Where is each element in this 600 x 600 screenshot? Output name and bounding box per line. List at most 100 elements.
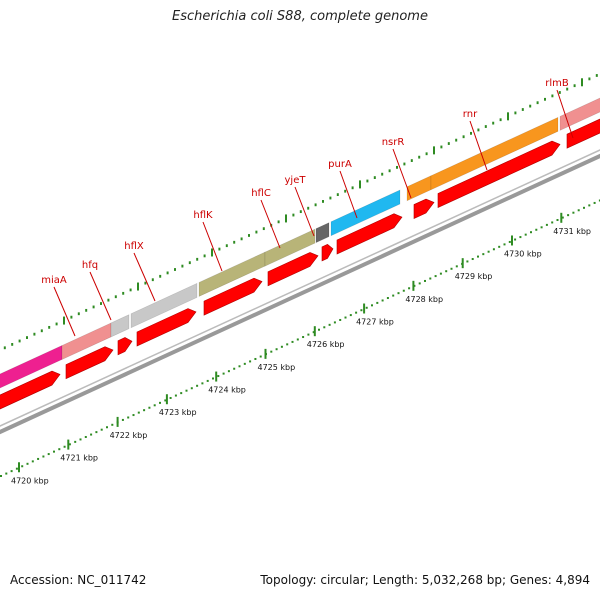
scale-dot	[201, 382, 204, 385]
cds-track	[0, 118, 600, 410]
feature-tick-track	[3, 74, 598, 350]
scale-dot	[434, 275, 437, 278]
feature-segment	[110, 314, 130, 338]
gene-label-leader	[260, 199, 281, 249]
scale-dot	[530, 231, 532, 234]
scale-label: 4722 kbp	[110, 431, 148, 440]
scale-dot	[185, 389, 188, 392]
cds-arrow	[336, 213, 403, 255]
gene-label: hflK	[193, 210, 213, 221]
scale-dot	[349, 314, 352, 317]
scale-dot	[180, 392, 183, 395]
scale-dot	[355, 311, 358, 314]
feature-segment	[264, 228, 316, 267]
feature-segment	[330, 189, 401, 237]
gene-label-leader	[133, 252, 156, 302]
scale-dot	[206, 379, 209, 382]
scale-dot	[339, 318, 342, 321]
scale-dot	[514, 238, 517, 241]
scale-dot	[26, 462, 29, 465]
scale-dot	[487, 250, 490, 253]
scale-dot	[106, 426, 108, 429]
cds-arrow	[267, 252, 319, 287]
scale-dot	[243, 362, 246, 365]
cds-arrow	[136, 308, 197, 347]
genome-summary-text: Topology: circular; Length: 5,032,268 bp…	[260, 573, 590, 587]
scale-dot	[233, 367, 236, 370]
scale-dot	[37, 457, 40, 460]
scale-label: 4726 kbp	[307, 340, 345, 349]
gene-label: hflX	[124, 241, 144, 252]
scale-dot	[68, 443, 71, 446]
scale-dot	[376, 301, 379, 304]
gene-label-leader	[202, 221, 223, 272]
scale-dot	[381, 299, 384, 302]
scale-dot	[360, 309, 363, 312]
scale-dot	[275, 348, 278, 351]
scale-dot	[328, 323, 331, 326]
scale-dot	[323, 326, 326, 329]
scale-dot	[556, 219, 559, 222]
scale-dot	[5, 472, 8, 475]
scale-dot	[249, 360, 252, 363]
cds-arrow	[413, 198, 435, 220]
scale-dot	[63, 445, 66, 448]
scale-dot	[402, 289, 405, 292]
scale-dot	[42, 455, 45, 458]
scale-dot	[333, 321, 336, 324]
scale-dots	[0, 199, 600, 477]
scale-dot	[535, 228, 538, 231]
scale-label: 4725 kbp	[258, 363, 296, 372]
scale-dot	[280, 345, 283, 348]
scale-dot	[386, 297, 389, 300]
scale-dot	[567, 214, 570, 217]
backbone-line	[0, 149, 600, 427]
scale-dot	[0, 475, 2, 477]
backbone	[0, 149, 600, 435]
scale-label: 4724 kbp	[208, 386, 246, 395]
scale-dot	[392, 294, 395, 297]
gene-label-leader	[469, 120, 488, 171]
scale-dot	[137, 411, 140, 414]
scale-dot	[588, 204, 591, 207]
backbone-line	[0, 153, 600, 435]
cds-arrow	[437, 140, 561, 208]
scale-dot	[169, 396, 172, 399]
scale-dot	[21, 465, 24, 468]
scale-dot	[296, 338, 299, 341]
scale-dot	[270, 350, 273, 353]
scale-dot	[312, 331, 315, 334]
gene-label-leader	[556, 89, 574, 139]
scale-label: 4721 kbp	[60, 454, 98, 463]
scale-dot	[254, 357, 257, 360]
scale-dot	[561, 216, 564, 219]
scale-dot	[238, 365, 241, 368]
scale-dot	[58, 448, 61, 451]
scale-label: 4729 kbp	[455, 272, 493, 281]
scale-dot	[508, 240, 511, 243]
scale-dot	[424, 279, 426, 282]
scale-dot	[79, 438, 82, 441]
gene-label-leader	[53, 286, 76, 337]
scale-dot	[121, 418, 124, 421]
scale-dot	[408, 287, 411, 290]
scale-dot	[365, 306, 368, 309]
scale-dot	[577, 209, 580, 212]
gene-label-layer: miaA hfq hflX hflK hflC yjeT purA nsrR rnr rlmB	[41, 78, 574, 337]
scale-dot	[371, 304, 373, 307]
scale-dot	[503, 243, 506, 246]
scale-dot	[100, 428, 103, 431]
gene-label: rnr	[463, 109, 478, 120]
cds-arrow	[0, 370, 61, 410]
scale-dot	[291, 340, 294, 343]
scale-dot	[572, 211, 575, 214]
gene-label-leader	[89, 271, 112, 321]
scale-dot	[524, 233, 527, 236]
scale-dot	[159, 401, 161, 404]
scale-dot	[196, 384, 199, 387]
scale-dot	[397, 292, 400, 295]
cds-arrow	[117, 337, 133, 356]
scale-label: 4727 kbp	[356, 318, 394, 327]
scale-dot	[439, 272, 442, 275]
gene-label: rlmB	[545, 78, 569, 89]
